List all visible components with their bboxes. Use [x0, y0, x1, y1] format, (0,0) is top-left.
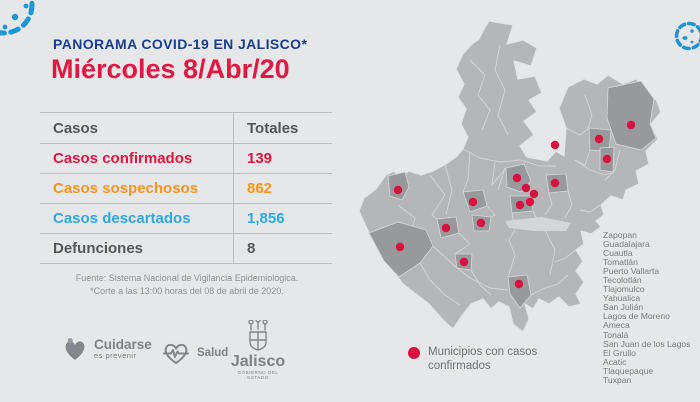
municipality-list-item: Puerto Vallarta: [603, 266, 660, 277]
confirmed-case-dot: [550, 140, 560, 150]
municipality-list-item: Cuautla: [603, 248, 633, 259]
confirmed-case-dot: [602, 154, 612, 164]
municipality-list-item: San Julián: [603, 302, 644, 313]
municipality-list-item: Guadalajara: [603, 239, 650, 250]
confirmed-case-dot: [441, 223, 451, 233]
cuidarse-logo: Cuidarse es prevenir: [62, 336, 152, 362]
salud-label: Salud: [197, 347, 229, 359]
virus-icon-top-left: [0, 0, 35, 36]
cases-table-header: Casos Totales: [40, 112, 332, 143]
row-label: Casos descartados: [53, 210, 191, 227]
row-value: 1,856: [233, 204, 332, 233]
municipality-list-item: Zapopan: [603, 230, 637, 240]
municipality-list-item: Tlajomulco: [603, 284, 645, 295]
confirmed-case-dot: [514, 279, 524, 289]
cases-table-row: Casos confirmados 139: [40, 143, 332, 173]
municipality-list-item: Tecolotlán: [603, 275, 642, 286]
confirmed-case-dot: [395, 242, 405, 252]
page-title-post: EN JALISCO*: [209, 36, 308, 52]
confirmed-case-dot: [626, 120, 636, 130]
cuidarse-subtitle: es prevenir: [94, 351, 137, 360]
row-value: 139: [233, 144, 332, 173]
page-title: PANORAMA COVID-19 EN JALISCO*: [53, 36, 307, 52]
jalisco-subtitle: GOBIERNO DEL ESTADO: [237, 370, 279, 380]
report-date: Miércoles 8/Abr/20: [51, 54, 290, 84]
confirmed-case-dot: [476, 218, 486, 228]
confirmed-case-dot: [515, 200, 525, 210]
municipality-list-item: Yahualica: [603, 293, 641, 304]
municipality-list: Zapopan Guadalajara Cuautla Tomatlán Puerto …: [603, 230, 691, 385]
source-note: Fuente: Sistema Nacional de Vigilancia E…: [40, 272, 334, 298]
municipality-list-item: Tlaquepaque: [603, 365, 654, 376]
municipality-list-item: Tuxpan: [603, 374, 632, 385]
confirmed-case-dot: [459, 257, 469, 267]
cuidarse-heart-icon: [65, 338, 85, 360]
cases-table: Casos Totales Casos confirmados 139 Casos …: [40, 112, 332, 264]
legend-red-dot: [408, 347, 420, 359]
legend-label: Municipios con casos confirmados: [428, 346, 538, 372]
row-value: 862: [233, 174, 332, 203]
confirmed-case-dot: [512, 173, 522, 183]
lake-chapala: [505, 217, 571, 231]
jalisco-crest-icon: [248, 320, 268, 351]
confirmed-case-dots: [393, 120, 636, 289]
page-title-pre: PANORAMA: [53, 36, 142, 52]
municipality-list-item: Lagos de Moreno: [603, 311, 670, 322]
page-title-covid: COVID-19: [141, 36, 210, 52]
confirmed-case-dot: [529, 189, 539, 199]
cuidarse-title: Cuidarse: [94, 337, 152, 352]
row-value: 8: [233, 234, 332, 263]
row-label: Casos sospechosos: [53, 180, 199, 197]
confirmed-case-dot: [525, 197, 535, 207]
cases-table-row: Casos descartados 1,856: [40, 203, 332, 233]
column-header-casos: Casos: [53, 119, 99, 137]
confirmed-case-dot: [594, 134, 604, 144]
municipality-list-item: Tomatlán: [603, 257, 638, 268]
confirmed-case-dot: [521, 183, 531, 193]
confirmed-case-dot: [393, 185, 403, 195]
map-legend: Municipios con casos confirmados: [408, 345, 540, 373]
municipality-list-item: Ameca: [603, 320, 630, 331]
cases-table-row: Casos sospechosos 862: [40, 173, 332, 203]
confirmed-case-dot: [550, 178, 560, 188]
source-line-2: *Corte a las 13:00 horas del 08 de abril…: [90, 286, 284, 296]
municipality-list-item: El Grullo: [603, 347, 636, 358]
row-label: Defunciones: [53, 240, 144, 257]
confirmed-case-dot: [468, 197, 478, 207]
column-header-totales: Totales: [233, 113, 332, 143]
virus-icon-top-right: [674, 21, 700, 51]
jalisco-title: Jalisco: [230, 353, 286, 370]
jalisco-logo: Jalisco GOBIERNO DEL ESTADO: [226, 320, 290, 380]
municipality-list-item: Acatic: [603, 356, 627, 367]
salud-heart-pulse-icon: [163, 343, 189, 364]
cases-table-row: Defunciones 8: [40, 233, 332, 263]
municipality-list-item: San Juan de los Lagos: [603, 338, 691, 349]
row-label: Casos confirmados: [53, 150, 193, 167]
salud-logo: Salud: [161, 340, 228, 367]
municipality-list-item: Tonalá: [603, 329, 629, 340]
source-line-1: Fuente: Sistema Nacional de Vigilancia E…: [75, 273, 299, 283]
